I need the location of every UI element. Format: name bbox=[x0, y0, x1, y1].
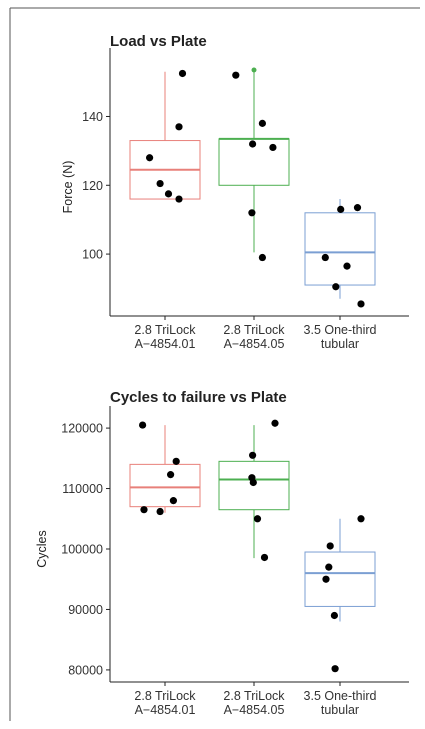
data-point bbox=[178, 69, 187, 78]
x-tick-label-line2: A−4854.05 bbox=[224, 337, 285, 351]
cycles-chart: Cycles to failure vs Plate 80000 90000 1000… bbox=[35, 389, 409, 717]
box bbox=[304, 551, 376, 607]
load-chart: Load vs Plate 100 120 140 Force (N) 2.8 TriLo… bbox=[61, 33, 409, 351]
data-point bbox=[169, 497, 177, 505]
y-tick-label: 100000 bbox=[61, 543, 103, 557]
data-point bbox=[260, 553, 269, 562]
data-point bbox=[258, 253, 266, 262]
data-point bbox=[140, 506, 148, 514]
x-tick-label: 2.8 TriLock bbox=[223, 323, 285, 337]
y-tick-label: 80000 bbox=[68, 663, 103, 677]
y-tick-label: 90000 bbox=[68, 603, 103, 617]
data-point bbox=[175, 123, 183, 131]
data-point bbox=[330, 611, 338, 620]
data-point bbox=[258, 119, 266, 127]
y-tick-label: 110000 bbox=[62, 482, 103, 496]
data-point bbox=[357, 515, 365, 523]
data-point bbox=[249, 478, 257, 487]
data-point bbox=[325, 563, 333, 571]
data-point bbox=[232, 71, 240, 79]
data-point bbox=[332, 283, 340, 291]
data-point bbox=[343, 262, 351, 270]
data-point bbox=[253, 515, 262, 523]
x-tick-label-line2: A−4854.01 bbox=[135, 337, 196, 351]
x-tick-label: 2.8 TriLock bbox=[223, 689, 285, 703]
data-point bbox=[164, 190, 173, 198]
data-point bbox=[172, 457, 180, 465]
box bbox=[129, 463, 201, 508]
data-point bbox=[156, 179, 164, 188]
data-point bbox=[146, 154, 154, 162]
x-tick-label-line2: tubular bbox=[321, 703, 359, 717]
data-point bbox=[271, 419, 279, 427]
y-tick-label: 120000 bbox=[61, 422, 103, 436]
data-point bbox=[322, 575, 330, 583]
data-point bbox=[139, 421, 147, 429]
chart-title: Load vs Plate bbox=[110, 33, 207, 50]
data-point bbox=[326, 542, 334, 550]
x-tick-label-line2: A−4854.05 bbox=[224, 703, 285, 717]
data-point bbox=[331, 665, 339, 673]
x-tick-label: 3.5 One-third bbox=[304, 689, 377, 703]
x-tick-label: 2.8 TriLock bbox=[134, 689, 196, 703]
y-tick-label: 100 bbox=[82, 248, 103, 262]
x-tick-label-line2: A−4854.01 bbox=[135, 703, 196, 717]
x-tick-label: 2.8 TriLock bbox=[134, 323, 196, 337]
y-axis-label: Cycles bbox=[35, 530, 49, 568]
outlier-point bbox=[251, 67, 257, 73]
data-point bbox=[175, 195, 183, 203]
data-point bbox=[337, 205, 345, 213]
chart-title: Cycles to failure vs Plate bbox=[110, 389, 287, 406]
box bbox=[304, 212, 376, 286]
x-tick-label-line2: tubular bbox=[321, 337, 359, 351]
data-point bbox=[249, 451, 257, 459]
data-point bbox=[248, 209, 256, 217]
data-point bbox=[321, 253, 329, 262]
data-point bbox=[357, 300, 365, 308]
y-tick-label: 140 bbox=[82, 110, 103, 124]
data-point bbox=[269, 143, 277, 152]
y-axis-label: Force (N) bbox=[61, 161, 75, 214]
y-tick-label: 120 bbox=[82, 179, 103, 193]
data-point bbox=[249, 140, 257, 148]
x-tick-label: 3.5 One-third bbox=[304, 323, 377, 337]
data-point bbox=[156, 507, 164, 516]
data-point bbox=[353, 204, 362, 212]
data-point bbox=[167, 471, 175, 479]
